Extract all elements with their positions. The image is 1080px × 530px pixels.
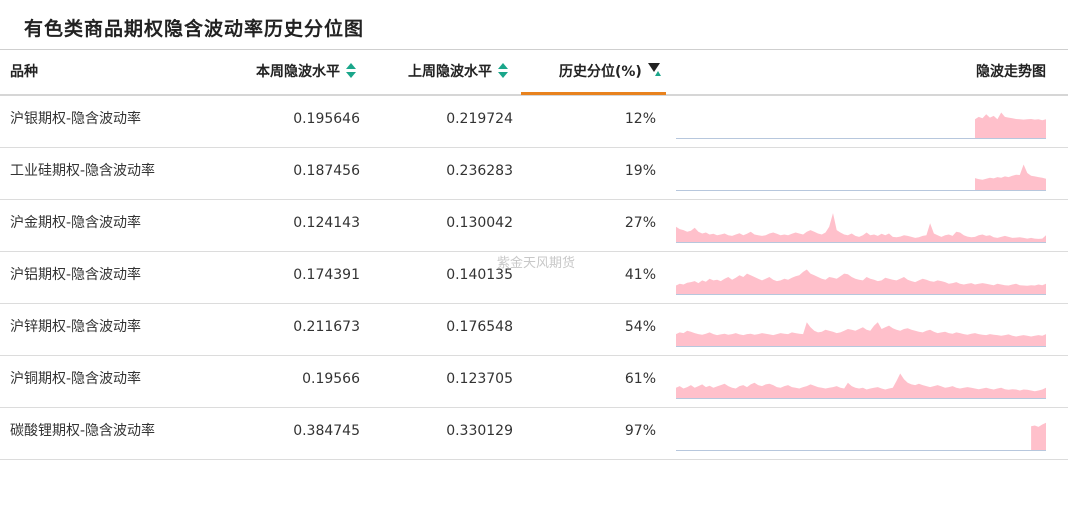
row-percentile: 12%: [624, 111, 656, 127]
row-percentile: 19%: [624, 163, 656, 179]
row-percentile: 97%: [624, 423, 656, 439]
row-name: 沪锌期权-隐含波动率: [10, 319, 142, 335]
row-previous-iv: 0.236283: [446, 163, 513, 179]
row-current-iv: 0.384745: [293, 423, 360, 439]
row-percentile: 61%: [624, 371, 656, 387]
header-current-label: 本周隐波水平: [256, 64, 340, 80]
header-name: 品种: [10, 50, 38, 94]
row-current-iv: 0.174391: [293, 267, 360, 283]
sparkline-area: [676, 213, 1046, 242]
volatility-table: 品种 本周隐波水平 上周隐波水平 历史分位(%) 隐波走势图 沪银期权-隐含波动…: [0, 49, 1068, 460]
table-body: 沪银期权-隐含波动率 0.195646 0.219724 12% 工业硅期权-隐含波动率…: [0, 96, 1068, 460]
header-trend-label: 隐波走势图: [976, 64, 1046, 80]
sparkline-area: [676, 322, 1046, 346]
iv-sparkline: [676, 213, 1046, 243]
row-current-iv: 0.187456: [293, 163, 360, 179]
row-current-iv: 0.19566: [302, 371, 360, 387]
filter-icon[interactable]: [647, 63, 661, 77]
row-name: 沪银期权-隐含波动率: [10, 111, 142, 127]
iv-sparkline: [676, 164, 1046, 191]
header-percentile-sort[interactable]: 历史分位(%): [559, 50, 661, 94]
iv-sparkline: [676, 112, 1046, 139]
sparkline-area: [1031, 422, 1046, 450]
watermark: 紫金天风期货: [497, 256, 576, 271]
table-row[interactable]: 沪银期权-隐含波动率 0.195646 0.219724 12%: [0, 96, 1068, 148]
row-name: 沪铜期权-隐含波动率: [10, 371, 142, 387]
row-previous-iv: 0.140135: [446, 267, 513, 283]
header-name-label: 品种: [10, 64, 38, 80]
sort-updown-icon[interactable]: [346, 63, 356, 79]
table-row[interactable]: 工业硅期权-隐含波动率 0.187456 0.236283 19%: [0, 148, 1068, 200]
sparkline-area: [975, 164, 1046, 190]
row-current-iv: 0.195646: [293, 111, 360, 127]
table-row[interactable]: 碳酸锂期权-隐含波动率 0.384745 0.330129 97%: [0, 408, 1068, 460]
iv-sparkline: [676, 373, 1046, 399]
row-current-iv: 0.124143: [293, 215, 360, 231]
row-name: 碳酸锂期权-隐含波动率: [10, 423, 156, 439]
row-previous-iv: 0.130042: [446, 215, 513, 231]
header-previous-sort[interactable]: 上周隐波水平: [408, 50, 508, 94]
iv-sparkline: [676, 322, 1046, 347]
table-row[interactable]: 沪锌期权-隐含波动率 0.211673 0.176548 54%: [0, 304, 1068, 356]
table-row[interactable]: 沪金期权-隐含波动率 0.124143 0.130042 27%: [0, 200, 1068, 252]
row-name: 工业硅期权-隐含波动率: [10, 163, 156, 179]
row-name: 沪金期权-隐含波动率: [10, 215, 142, 231]
sparkline-area: [975, 112, 1046, 138]
row-percentile: 41%: [624, 267, 656, 283]
header-trend: 隐波走势图: [870, 50, 1046, 94]
row-percentile: 54%: [624, 319, 656, 335]
row-previous-iv: 0.330129: [446, 423, 513, 439]
header-previous-label: 上周隐波水平: [408, 64, 492, 80]
row-previous-iv: 0.176548: [446, 319, 513, 335]
table-row[interactable]: 沪铝期权-隐含波动率 0.174391 0.140135 41%: [0, 252, 1068, 304]
active-sort-indicator: [521, 92, 666, 95]
sort-updown-icon[interactable]: [498, 63, 508, 79]
header-current-sort[interactable]: 本周隐波水平: [256, 50, 356, 94]
row-previous-iv: 0.123705: [446, 371, 513, 387]
header-percentile-label: 历史分位(%): [559, 64, 642, 80]
row-previous-iv: 0.219724: [446, 111, 513, 127]
sparkline-area: [676, 269, 1046, 294]
iv-sparkline: [676, 422, 1046, 451]
table-header: 品种 本周隐波水平 上周隐波水平 历史分位(%) 隐波走势图: [0, 49, 1068, 96]
sparkline-area: [676, 373, 1046, 398]
table-row[interactable]: 沪铜期权-隐含波动率 0.19566 0.123705 61%: [0, 356, 1068, 408]
row-name: 沪铝期权-隐含波动率: [10, 267, 142, 283]
iv-sparkline: [676, 269, 1046, 295]
row-percentile: 27%: [624, 215, 656, 231]
row-current-iv: 0.211673: [293, 319, 360, 335]
page-title: 有色类商品期权隐含波动率历史分位图: [24, 18, 365, 40]
